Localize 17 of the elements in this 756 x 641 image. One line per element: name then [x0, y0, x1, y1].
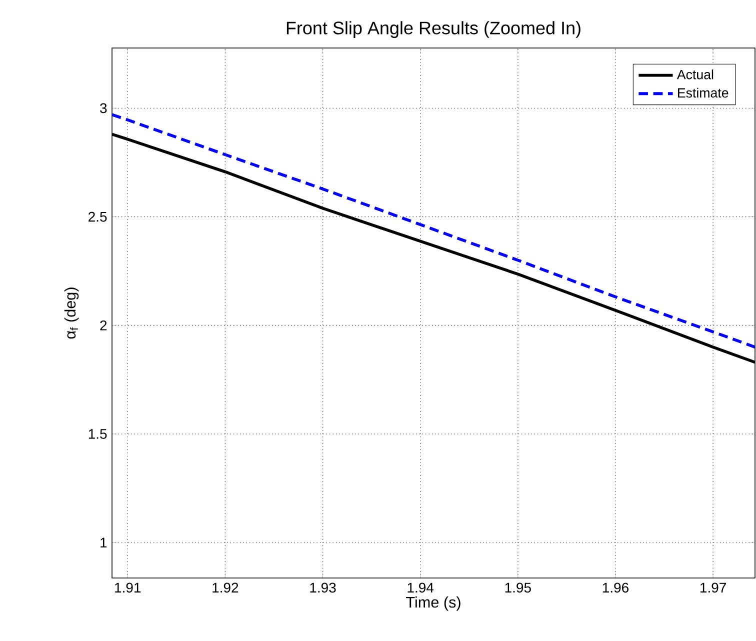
- x-tick-label: 1.94: [408, 582, 434, 593]
- x-axis-title: Time (s): [406, 596, 460, 611]
- y-tick-label: 3: [100, 103, 107, 114]
- x-tick-label: 1.93: [310, 582, 336, 593]
- x-tick-label: 1.91: [115, 582, 141, 593]
- legend-label: Actual: [676, 69, 714, 80]
- x-tick-label: 1.96: [602, 582, 628, 593]
- y-axis-title: α$_{f}$ (deg): [64, 288, 79, 339]
- x-tick-label: 1.95: [505, 582, 531, 593]
- chart-title: Front Slip Angle Results (Zoomed In): [286, 21, 580, 38]
- x-tick-label: 1.92: [212, 582, 238, 593]
- y-tick-label: 1: [100, 538, 107, 548]
- legend-label: Estimate: [678, 88, 728, 98]
- y-tick-label: 1.5: [88, 429, 107, 439]
- y-tick-label: 2: [100, 320, 107, 330]
- x-tick-label: 1.97: [700, 582, 726, 593]
- y-tick-label: 2.5: [88, 212, 107, 222]
